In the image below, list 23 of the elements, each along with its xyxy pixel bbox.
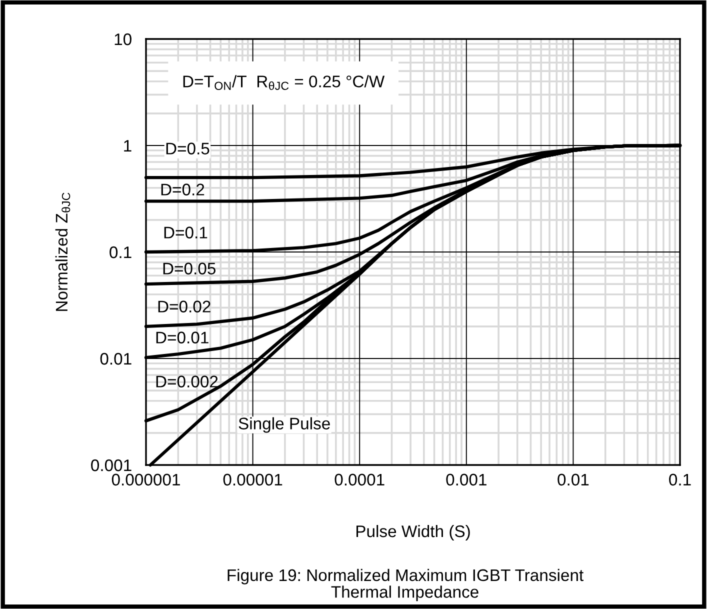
x-axis-title: Pulse Width (S) [356,524,470,541]
annotation: D=0.01 [156,332,208,344]
x-tick-label: 0.001 [446,474,486,486]
x-tick-label: 0.1 [669,474,691,486]
annotation: D=0.1 [164,226,208,238]
annotation: D=0.05 [163,262,216,274]
annotation: Single Pulse [238,417,330,433]
y-tick-label: 1 [124,140,132,152]
y-axis-title: Normalized Z$_{θJC}$ [55,192,70,311]
x-tick-label: 0.00001 [223,474,282,486]
caption: Figure 19: Normalized Maximum IGBT Transient Thermal Impedance [228,568,584,602]
annotation: D=0.002 [156,376,218,388]
x-tick-label: 0.000001 [112,474,180,486]
y-tick-label: 0.1 [110,246,132,258]
x-tick-label: 0.01 [558,474,589,486]
annotation: D=0.02 [158,300,210,312]
annotation: D=0.2 [161,184,204,196]
y-tick-label: 0.01 [100,352,132,365]
y-tick-label: 10 [114,33,132,46]
annotation: D=0.5 [166,142,210,154]
y-tick-label: 0.001 [91,459,132,472]
annotation: D=T$_{ON}$/T R$_{θJC}$ = 0.25 °C/W [183,75,385,90]
x-tick-label: 0.0001 [334,474,384,486]
